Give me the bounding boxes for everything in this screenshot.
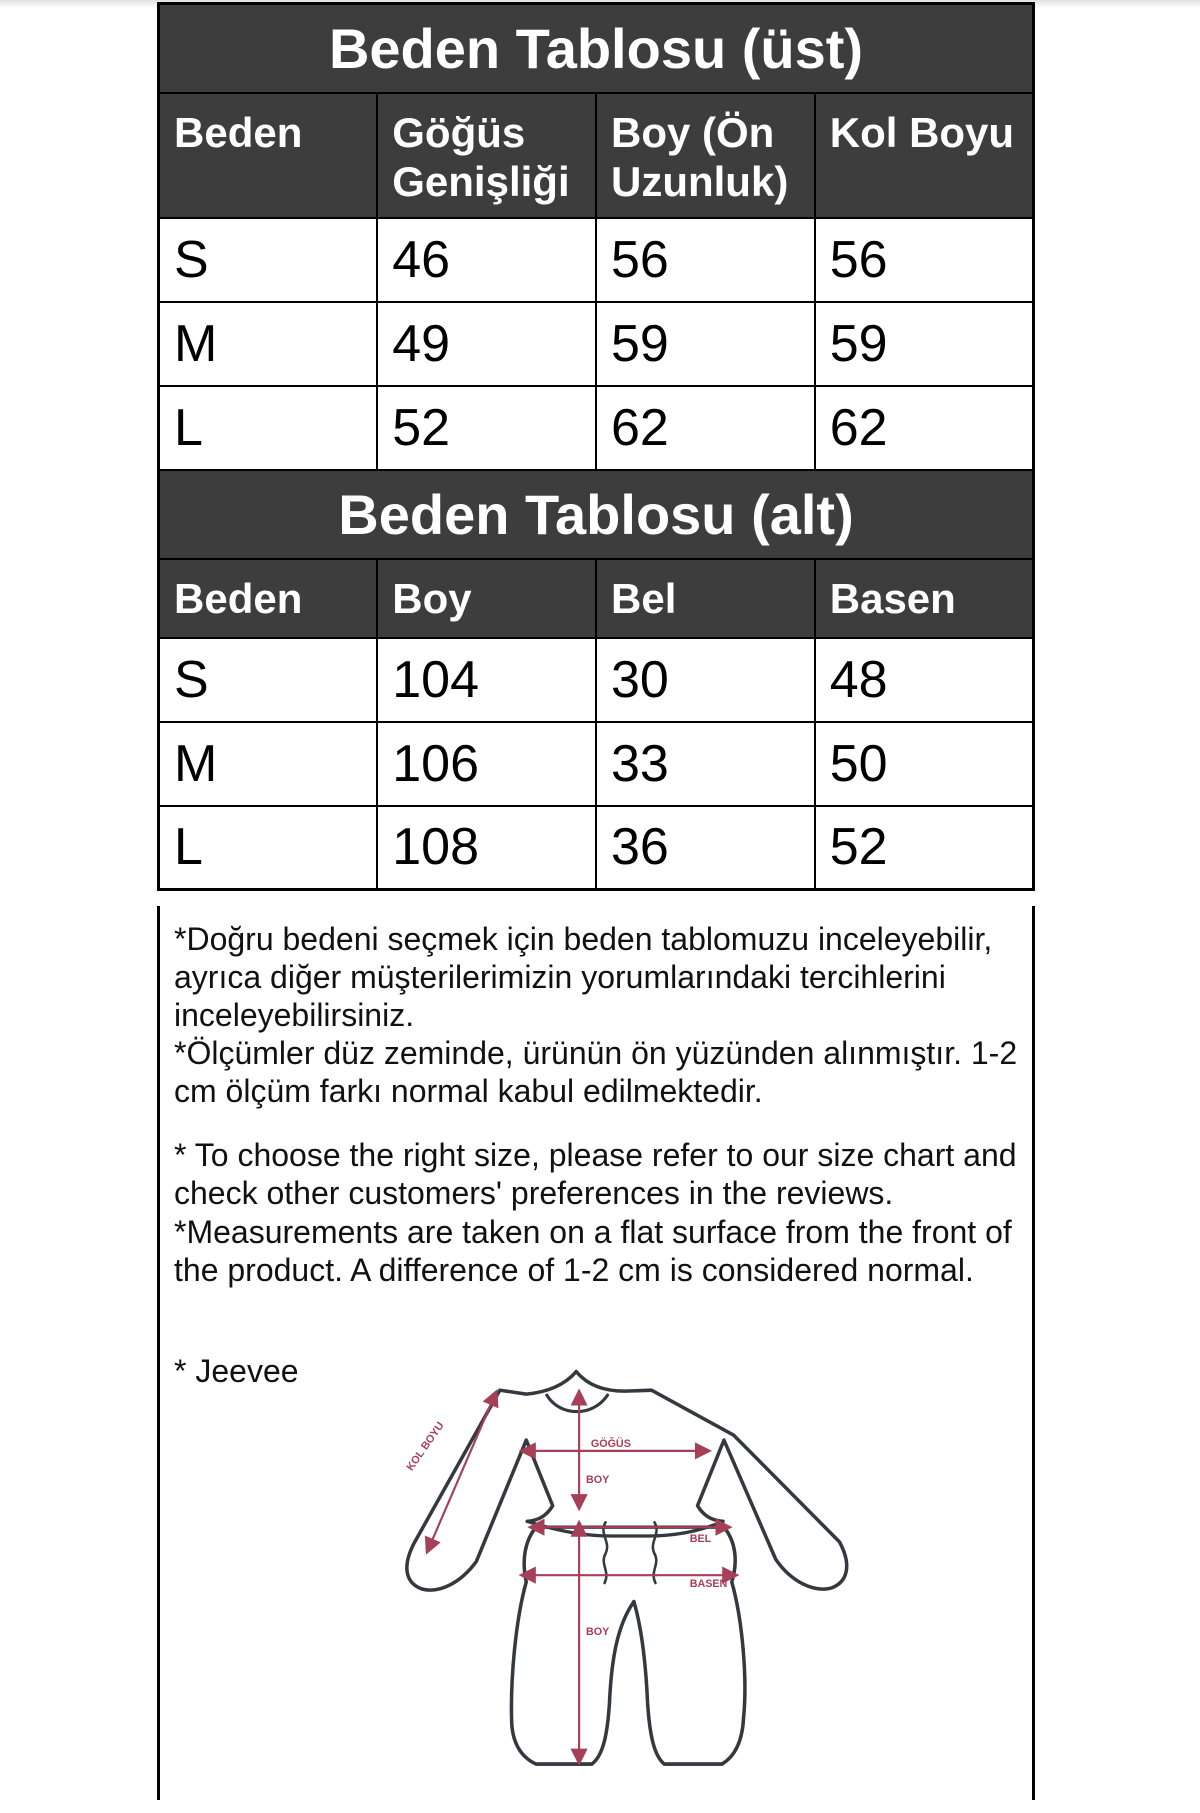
svg-text:GÖĞÜS: GÖĞÜS [591,1437,631,1450]
svg-text:BOY: BOY [586,1626,609,1638]
svg-text:BASEN: BASEN [690,1578,728,1590]
svg-text:BOY: BOY [586,1474,609,1486]
svg-text:BEL: BEL [690,1533,712,1545]
